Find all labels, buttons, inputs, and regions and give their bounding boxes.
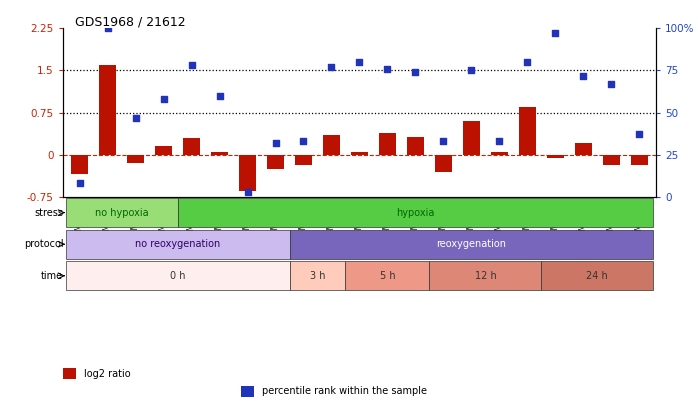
Bar bbox=[407, 137, 424, 155]
Point bbox=[438, 138, 449, 145]
Point bbox=[242, 189, 253, 195]
Text: hypoxia: hypoxia bbox=[396, 208, 435, 217]
Point bbox=[493, 138, 505, 145]
Point bbox=[326, 64, 337, 70]
Bar bbox=[603, 155, 620, 165]
Bar bbox=[99, 65, 116, 155]
Bar bbox=[491, 152, 507, 155]
Point bbox=[634, 131, 645, 138]
Point bbox=[578, 72, 589, 79]
Bar bbox=[323, 135, 340, 155]
Text: percentile rank within the sample: percentile rank within the sample bbox=[262, 386, 426, 396]
Bar bbox=[71, 155, 88, 175]
Text: 0 h: 0 h bbox=[170, 271, 185, 281]
Point bbox=[550, 30, 561, 36]
Bar bbox=[542, 261, 653, 290]
Text: no hypoxia: no hypoxia bbox=[95, 208, 149, 217]
Text: 5 h: 5 h bbox=[380, 271, 395, 281]
Point bbox=[214, 92, 225, 99]
Bar bbox=[66, 230, 290, 259]
Bar bbox=[239, 155, 256, 191]
Text: stress: stress bbox=[34, 208, 64, 217]
Text: time: time bbox=[41, 271, 64, 281]
Bar bbox=[429, 261, 542, 290]
Text: GDS1968 / 21612: GDS1968 / 21612 bbox=[75, 15, 185, 28]
Bar bbox=[519, 107, 536, 155]
Bar bbox=[211, 152, 228, 155]
Bar bbox=[63, 368, 76, 379]
Text: 12 h: 12 h bbox=[475, 271, 496, 281]
Point bbox=[354, 59, 365, 65]
Bar bbox=[290, 230, 653, 259]
Text: no reoxygenation: no reoxygenation bbox=[135, 239, 220, 249]
Text: 24 h: 24 h bbox=[586, 271, 608, 281]
Bar bbox=[241, 386, 254, 397]
Point bbox=[522, 59, 533, 65]
Bar bbox=[295, 155, 312, 165]
Bar bbox=[547, 155, 564, 158]
Point bbox=[466, 67, 477, 74]
Point bbox=[130, 114, 141, 121]
Bar bbox=[267, 155, 284, 169]
Bar bbox=[463, 121, 480, 155]
Bar bbox=[379, 133, 396, 155]
Bar bbox=[183, 138, 200, 155]
Point bbox=[270, 140, 281, 146]
Point bbox=[298, 138, 309, 145]
Bar bbox=[177, 198, 653, 227]
Bar bbox=[346, 261, 429, 290]
Point bbox=[606, 81, 617, 87]
Bar bbox=[66, 198, 177, 227]
Bar bbox=[155, 146, 172, 155]
Bar bbox=[435, 155, 452, 172]
Point bbox=[410, 69, 421, 75]
Text: log2 ratio: log2 ratio bbox=[84, 369, 131, 379]
Bar bbox=[66, 261, 290, 290]
Point bbox=[186, 62, 197, 69]
Point bbox=[74, 180, 85, 187]
Bar bbox=[631, 155, 648, 165]
Point bbox=[102, 25, 113, 32]
Point bbox=[158, 96, 169, 102]
Bar bbox=[127, 155, 144, 163]
Text: reoxygenation: reoxygenation bbox=[436, 239, 507, 249]
Bar bbox=[290, 261, 346, 290]
Bar bbox=[351, 152, 368, 155]
Bar bbox=[575, 143, 592, 155]
Text: 3 h: 3 h bbox=[310, 271, 325, 281]
Point bbox=[382, 66, 393, 72]
Text: protocol: protocol bbox=[24, 239, 64, 249]
